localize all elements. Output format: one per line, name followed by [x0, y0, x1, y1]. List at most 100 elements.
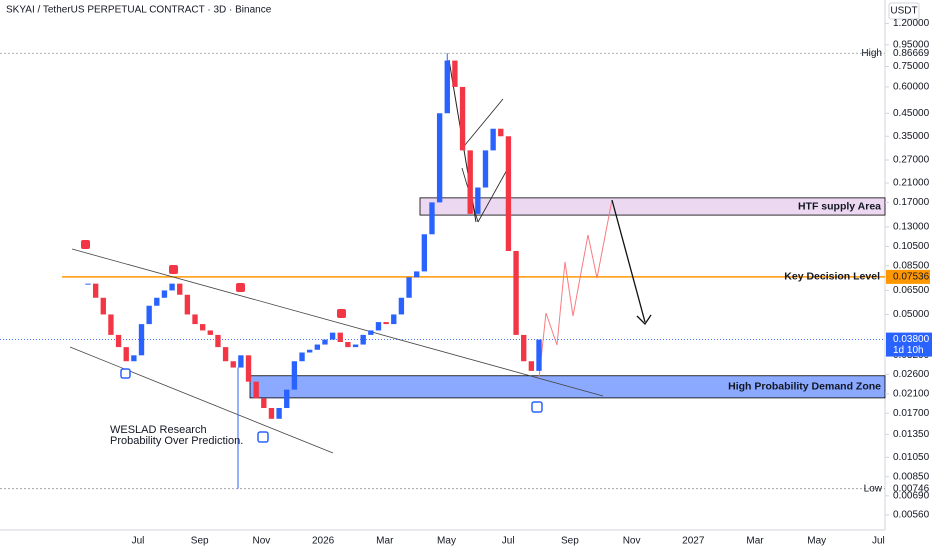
candle	[192, 314, 198, 325]
candle	[146, 305, 152, 325]
key-level-price: 0.07536	[893, 272, 930, 283]
candle	[238, 355, 244, 368]
candle	[299, 352, 305, 362]
y-tick-label: 0.06500	[893, 285, 930, 296]
y-tick-label: 0.35000	[893, 131, 930, 142]
candle	[169, 283, 175, 291]
marker	[81, 240, 90, 249]
candle	[444, 60, 450, 114]
candle	[322, 339, 328, 345]
candle	[467, 150, 473, 214]
candle	[482, 150, 489, 188]
candle	[291, 361, 298, 390]
y-tick-label: 0.00690	[893, 490, 930, 501]
candle	[184, 294, 191, 315]
candle	[368, 330, 374, 335]
candle	[513, 250, 519, 335]
arrow-head	[636, 314, 652, 326]
current-box	[886, 332, 932, 357]
candle	[138, 324, 145, 356]
projection-arrow	[611, 199, 646, 323]
candle	[215, 334, 221, 348]
high-name: High	[861, 48, 882, 59]
y-tick-label: 0.01050	[893, 452, 930, 463]
channel-line	[477, 167, 509, 223]
candle	[360, 334, 366, 345]
candle	[329, 332, 336, 340]
x-tick-label: Mar	[376, 536, 394, 547]
candle	[222, 347, 229, 362]
marker	[120, 368, 131, 379]
y-tick-label: 0.01350	[893, 429, 930, 440]
projection-path	[538, 199, 613, 379]
candle	[391, 314, 397, 325]
zone	[249, 375, 886, 399]
candle	[352, 344, 359, 348]
marker	[337, 309, 346, 318]
candle	[85, 283, 91, 285]
currency-box[interactable]	[888, 2, 920, 20]
x-tick-label: 2027	[682, 536, 705, 547]
y-tick-label: 0.95000	[893, 39, 930, 50]
low-price: 0.00746	[893, 483, 930, 494]
trend-line	[71, 248, 604, 397]
candle	[528, 361, 535, 371]
candle	[123, 347, 129, 362]
y-tick-label: 0.75000	[893, 61, 930, 72]
candle	[268, 408, 275, 419]
candle	[177, 283, 183, 295]
candle	[505, 136, 512, 251]
candle	[429, 202, 435, 235]
high-price: 0.86669	[893, 48, 930, 59]
y-tick-label: 0.02600	[893, 369, 930, 380]
marker	[257, 431, 269, 443]
zone-label: HTF supply Area	[798, 200, 881, 212]
candle	[261, 398, 267, 409]
y-tick-label: 0.10500	[893, 241, 930, 252]
candle	[207, 330, 213, 335]
candle	[521, 334, 527, 362]
low-name: Low	[864, 483, 883, 494]
current-price: 0.03800	[893, 334, 930, 345]
zone	[419, 197, 886, 216]
candle	[406, 277, 412, 298]
y-tick-label: 0.00850	[893, 471, 930, 482]
y-tick-label: 0.08500	[893, 261, 930, 272]
x-tick-label: May	[437, 536, 456, 547]
channel-line	[464, 98, 504, 146]
candle	[253, 381, 259, 399]
candle	[108, 314, 114, 335]
buy-markers	[120, 368, 543, 443]
y-tick-label: 0.13000	[893, 222, 930, 233]
candle	[131, 355, 137, 362]
candle	[276, 408, 282, 419]
candle	[230, 361, 236, 368]
currency[interactable]: USDT	[890, 6, 917, 17]
candle	[284, 389, 290, 409]
candle	[375, 322, 382, 331]
x-tick-label: Nov	[253, 536, 271, 547]
x-tick-label: May	[807, 536, 826, 547]
candle	[337, 332, 343, 343]
candle	[436, 113, 443, 203]
watermark: Probability Over Prediction.	[110, 435, 243, 447]
y-tick-label: 0.60000	[893, 82, 930, 93]
y-tick-label: 0.01700	[893, 408, 930, 419]
marker	[169, 265, 178, 274]
x-tick-label: Jul	[872, 536, 885, 547]
x-tick-label: Nov	[623, 536, 641, 547]
candle	[161, 290, 168, 298]
y-tick-label: 0.27000	[893, 155, 930, 166]
candle	[421, 234, 428, 272]
marker	[236, 283, 245, 292]
candle	[245, 355, 252, 382]
y-tick-label: 0.02100	[893, 389, 930, 400]
candle	[475, 187, 481, 214]
y-tick-label: 0.45000	[893, 108, 930, 119]
x-tick-label: Jul	[502, 536, 515, 547]
watermark: WESLAD Research	[110, 424, 207, 436]
candle	[100, 297, 106, 315]
y-tick-label: 0.05000	[893, 309, 930, 320]
